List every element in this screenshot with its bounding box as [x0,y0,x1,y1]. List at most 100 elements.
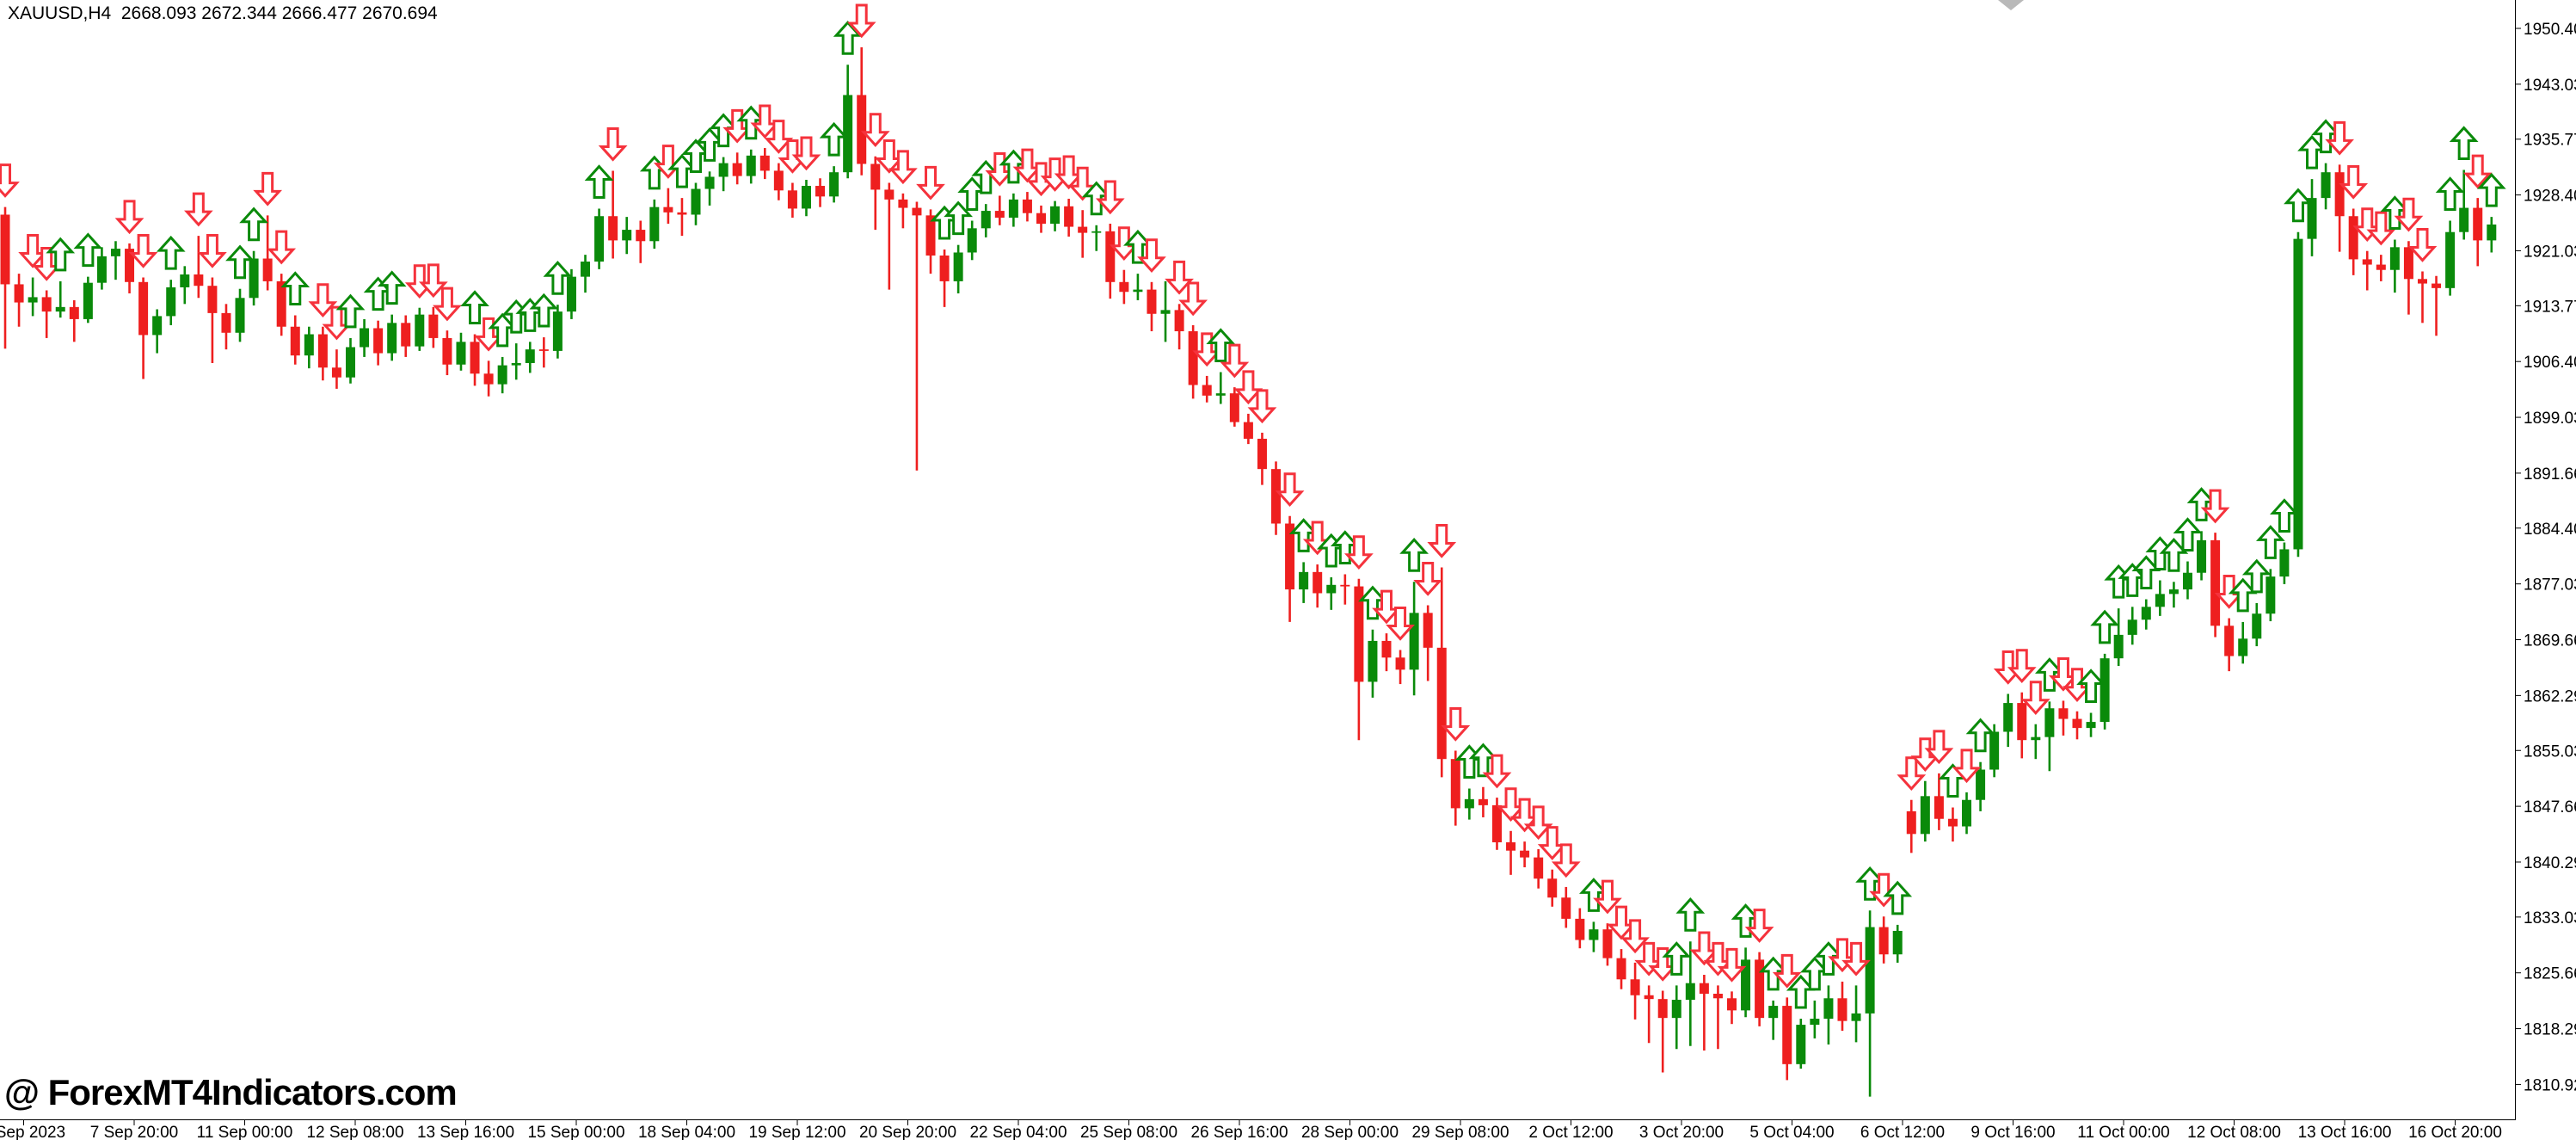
signal-down-arrow-icon [846,3,876,39]
candle-bearish [925,209,936,274]
candle-body [1810,1019,1820,1026]
candle-bearish [2418,271,2427,324]
price-axis-label: 1950.400 [2524,21,2576,39]
candle-bearish [138,277,149,379]
signal-down-arrow-icon [267,230,297,265]
candle-bearish [2210,533,2221,638]
candle-body [2003,703,2013,732]
candle-body [262,258,273,281]
time-axis-label: 29 Sep 08:00 [1411,1124,1509,1140]
candle-body [981,211,991,229]
time-axis-label: 2 Oct 12:00 [1528,1124,1613,1140]
candle-bearish [1078,210,1088,258]
candle-body [1768,1006,1779,1019]
candle-bullish [511,343,521,380]
candle-body [69,306,79,319]
signal-down-arrow-icon [1717,947,1747,983]
candle-body [1920,796,1930,835]
candle-bullish [1892,924,1903,963]
candle-body [1091,231,1102,233]
signal-down-arrow-icon [433,287,462,322]
candle-bearish [1105,224,1116,299]
candle-bullish [704,171,715,206]
signal-arrows-layer [0,3,2506,1009]
candle-bullish [83,276,93,324]
candle-body [787,190,797,209]
candle-body [967,228,977,253]
candle-body [2266,576,2276,614]
candle-body [2321,172,2331,199]
signal-up-arrow-icon [2241,558,2272,594]
price-axis[interactable]: 1950.400 1943.030 1935.770 1928.400 1921.030… [2515,21,2576,1094]
candle-body [1892,930,1903,955]
signal-down-arrow-icon [1523,805,1553,841]
candle-bearish [2403,241,2413,315]
candle-bearish [1602,923,1613,966]
candle-body [636,230,646,242]
candle-bullish [2127,607,2137,645]
candle-body [1395,657,1405,670]
candle-bullish [1962,792,1972,835]
candle-bearish [207,277,218,363]
candle-bullish [2044,701,2055,772]
time-axis-label: 15 Sep 00:00 [527,1124,624,1140]
candle-body [773,170,784,191]
signal-down-arrow-icon [128,234,158,268]
candle-bearish [401,315,411,357]
signal-down-arrow-icon [1344,535,1374,570]
candle-body [497,365,507,385]
candle-body [415,314,425,347]
price-axis-label: 1847.660 [2524,798,2576,816]
candle-bullish [953,244,963,293]
signal-down-arrow-icon [860,113,890,147]
price-axis-label: 1810.920 [2524,1076,2576,1094]
time-axis-label: 3 Oct 20:00 [1639,1124,1724,1140]
candle-bearish [1436,567,1447,778]
candle-body [2432,283,2442,288]
candle-body [2086,722,2096,729]
signal-up-arrow-icon [543,260,573,295]
candle-body [110,249,120,256]
time-axis[interactable]: 6 Sep 2023 7 Sep 20:00 11 Sep 00:00 12 Sep … [0,1119,2502,1140]
candle-bearish [1064,199,1074,237]
candle-bullish [2487,217,2497,253]
candle-body [1755,959,1765,1019]
candle-bearish [428,306,439,348]
candle-bullish [1008,193,1018,227]
candle-bullish [1741,947,1751,1018]
signal-down-arrow-icon [1220,343,1250,379]
signal-down-arrow-icon [1620,919,1650,954]
candle-bullish [55,280,65,318]
signal-up-arrow-icon [2284,188,2313,223]
candle-body [483,373,494,385]
candle-body [2224,625,2235,656]
time-axis-label: 25 Sep 08:00 [1080,1124,1177,1140]
candle-body [304,334,314,356]
candle-bullish [2113,608,2124,666]
candle-body [83,282,93,319]
candle-bearish [898,193,908,229]
candle-body [552,311,563,351]
candle-body [1381,640,1392,658]
candle-bullish [801,180,811,217]
candle-bullish [1368,629,1378,698]
candle-body [166,287,176,317]
candle-body [1050,206,1061,225]
candle-bearish [317,326,328,381]
candle-bullish [456,332,466,371]
candle-bullish [2307,179,2317,256]
chart-shift-marker-icon[interactable] [1998,0,2024,10]
candle-bearish [2334,164,2345,252]
candle-bullish [249,250,259,306]
candle-body [1313,571,1323,594]
candle-bearish [1395,650,1405,685]
candle-bullish [1865,910,1875,1097]
candle-bearish [2362,250,2372,291]
candle-body [870,163,881,190]
candle-bullish [1810,1000,1820,1038]
candles-layer [0,47,2497,1097]
candle-body [2168,589,2179,595]
candle-bearish [1782,997,1792,1081]
candle-bullish [2279,542,2290,584]
